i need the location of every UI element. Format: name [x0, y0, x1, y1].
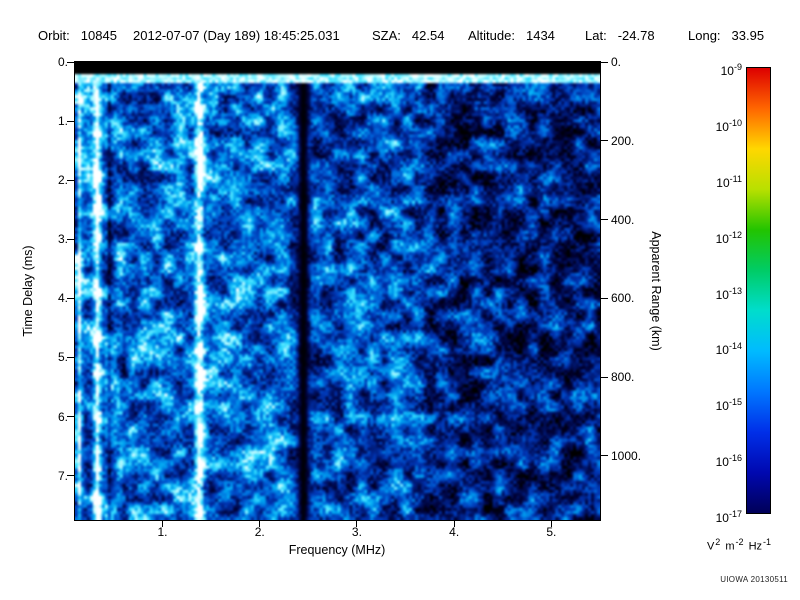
- colorbar-tick-label: 10-11: [694, 170, 742, 190]
- y-tick-label-right: 400.: [611, 212, 635, 227]
- colorbar-tick-base: 10: [715, 455, 729, 470]
- y-tick-label-right: 800.: [611, 370, 635, 385]
- y-axis-title-right: Apparent Range (km): [649, 231, 663, 351]
- colorbar: [746, 67, 771, 514]
- colorbar-tick-base: 10: [720, 64, 734, 78]
- colorbar-tick-exponent: -14: [728, 341, 742, 352]
- header-label: Orbit:: [38, 28, 70, 43]
- header-item: Orbit: 10845: [38, 28, 117, 43]
- y-tick-label-left: 1.: [57, 114, 68, 129]
- colorbar-tick-exponent: -11: [729, 173, 742, 184]
- unit-exponent: -1: [763, 537, 772, 547]
- x-axis-title: Frequency (MHz): [288, 543, 386, 557]
- y-tick-mark-right: [601, 219, 608, 221]
- x-tick-mark: [356, 521, 358, 527]
- colorbar-tick-base: 10: [715, 399, 729, 414]
- x-tick-mark: [259, 521, 261, 527]
- y-tick-mark-left: [67, 179, 74, 181]
- y-tick-mark-right: [601, 297, 608, 299]
- x-tick-mark: [162, 521, 163, 527]
- colorbar-tick-exponent: -10: [728, 117, 742, 128]
- colorbar-units: V2 m-2 Hz-1: [690, 537, 790, 553]
- colorbar-tick-base: 10: [715, 287, 729, 302]
- y-tick-label-left: 5.: [57, 350, 68, 365]
- unit-exponent: -2: [735, 537, 744, 547]
- unit-base: m: [722, 540, 735, 553]
- header-value: 33.95: [731, 28, 765, 43]
- colorbar-tick-base: 10: [715, 119, 729, 134]
- y-tick-mark-right: [601, 455, 608, 457]
- x-tick-mark: [453, 521, 455, 527]
- y-axis-title-left: Time Delay (ms): [21, 245, 35, 337]
- y-tick-label-left: 7.: [57, 468, 68, 483]
- x-tick-label: 1.: [157, 525, 168, 539]
- y-tick-mark-left: [67, 416, 74, 418]
- watermark-text: UIOWA 20130511: [720, 575, 788, 584]
- spectrogram-canvas: [75, 62, 600, 520]
- unit-exponent: 2: [715, 537, 721, 547]
- colorbar-tick-base: 10: [715, 343, 729, 358]
- y-tick-mark-left: [67, 61, 74, 63]
- colorbar-tick-label: 10-17: [694, 505, 742, 525]
- colorbar-tick-base: 10: [716, 175, 730, 190]
- header-value: 10845: [80, 28, 117, 43]
- colorbar-tick-label: 10-14: [694, 337, 742, 358]
- colorbar-tick-label: 10-16: [694, 449, 742, 470]
- header-label: Lat:: [585, 28, 607, 43]
- y-tick-label-left: 4.: [57, 291, 68, 306]
- x-tick-mark: [550, 521, 552, 527]
- unit-base: Hz: [745, 540, 763, 553]
- y-tick-label-right: 600.: [611, 291, 635, 306]
- y-tick-mark-left: [67, 356, 74, 358]
- header-item: Lat: -24.78: [585, 28, 655, 43]
- header-item: Long: 33.95: [688, 28, 764, 43]
- header-item: 2012-07-07 (Day 189) 18:45:25.031: [133, 28, 340, 43]
- colorbar-tick-label: 10-9: [694, 58, 742, 78]
- header-label: Long:: [688, 28, 721, 43]
- colorbar-tick-label: 10-10: [694, 114, 742, 134]
- colorbar-tick-exponent: -16: [728, 453, 742, 464]
- y-tick-label-left: 0.: [57, 55, 68, 69]
- y-tick-label-left: 3.: [57, 232, 68, 247]
- y-tick-mark-right: [601, 61, 608, 63]
- colorbar-tick-exponent: -12: [728, 229, 742, 240]
- x-tick-label: 3.: [351, 525, 362, 539]
- header-item: Altitude: 1434: [468, 28, 555, 43]
- colorbar-tick-exponent: -15: [728, 397, 742, 408]
- colorbar-tick-base: 10: [715, 511, 729, 525]
- header-value: -24.78: [617, 28, 655, 43]
- y-tick-mark-left: [67, 297, 74, 299]
- colorbar-tick-label: 10-12: [694, 226, 742, 246]
- y-tick-label-right: 1000.: [611, 448, 642, 463]
- colorbar-tick-label: 10-13: [694, 282, 742, 302]
- y-tick-label-left: 6.: [57, 409, 68, 424]
- y-tick-mark-right: [601, 376, 608, 378]
- y-tick-mark-right: [601, 140, 608, 142]
- header-value: 2012-07-07 (Day 189) 18:45:25.031: [133, 28, 340, 43]
- y-tick-label-right: 0.: [611, 55, 622, 69]
- colorbar-tick-exponent: -9: [733, 62, 742, 72]
- x-tick-label: 4.: [449, 525, 460, 539]
- unit-base: V: [706, 540, 715, 553]
- colorbar-tick-exponent: -17: [728, 509, 742, 519]
- y-tick-mark-left: [67, 120, 74, 122]
- header-label: Altitude:: [468, 28, 515, 43]
- x-tick-label: 2.: [254, 525, 265, 539]
- y-tick-mark-left: [67, 475, 74, 477]
- header-item: SZA: 42.54: [372, 28, 444, 43]
- colorbar-tick-label: 10-15: [694, 393, 742, 414]
- y-tick-label-right: 200.: [611, 133, 635, 148]
- colorbar-tick-exponent: -13: [728, 285, 742, 296]
- y-tick-mark-left: [67, 238, 74, 240]
- header-value: 42.54: [411, 28, 445, 43]
- header-label: SZA:: [372, 28, 401, 43]
- header-value: 1434: [525, 28, 555, 43]
- colorbar-tick-base: 10: [715, 231, 729, 246]
- x-tick-label: 5.: [546, 525, 557, 539]
- y-tick-label-left: 2.: [57, 173, 68, 188]
